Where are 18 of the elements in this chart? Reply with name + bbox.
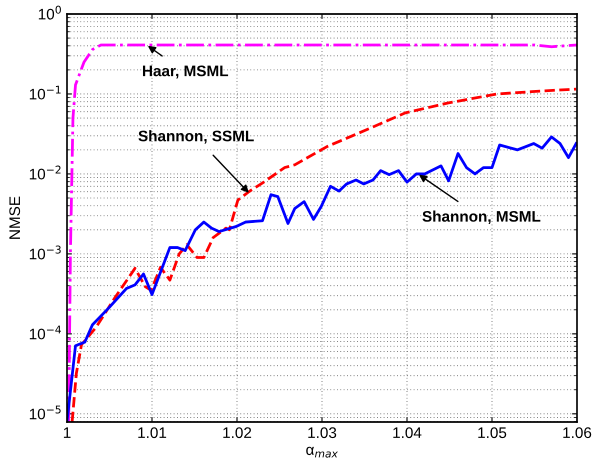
annotation: Shannon, SSML — [138, 130, 254, 144]
x-tick-label: 1.03 — [308, 427, 336, 438]
annotation: Haar, MSML — [142, 65, 228, 79]
y-tick-label: 10$^{−1}$ — [30, 86, 61, 100]
y-axis-title: NMSE — [9, 196, 20, 239]
x-axis-title: α$_{max}$ — [306, 446, 338, 458]
x-tick-label: 1.05 — [478, 427, 506, 438]
y-tick-label: 10$^{−5}$ — [30, 406, 61, 420]
x-tick-label: 1.01 — [138, 427, 166, 438]
y-tick-label: 10$^{0}$ — [38, 6, 61, 20]
x-tick-label: 1.02 — [223, 427, 252, 438]
y-tick-label: 10$^{−2}$ — [30, 166, 61, 180]
x-tick-label: 1 — [64, 427, 71, 438]
annotation: Shannon, MSML — [422, 210, 540, 224]
x-tick-label: 1.06 — [563, 427, 592, 438]
y-tick-label: 10$^{−4}$ — [30, 326, 61, 340]
x-tick-label: 1.04 — [393, 427, 422, 438]
y-tick-label: 10$^{−3}$ — [30, 246, 61, 260]
